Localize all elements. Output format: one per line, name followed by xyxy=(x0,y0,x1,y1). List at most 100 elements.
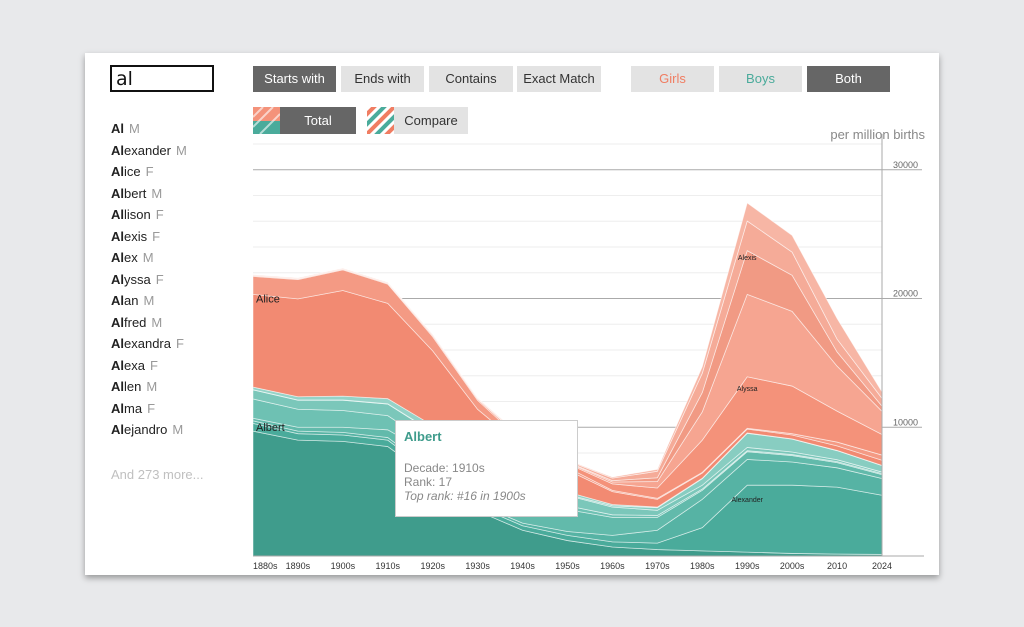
name-prefix: Al xyxy=(111,314,124,330)
name-sex: F xyxy=(155,271,164,287)
name-sex: F xyxy=(145,164,154,179)
name-sex: M xyxy=(151,185,163,201)
name-list-item[interactable]: Alan M xyxy=(111,293,187,315)
ends-with-button[interactable]: Ends with xyxy=(341,66,424,92)
name-sex: F xyxy=(152,228,161,244)
name-list-item[interactable]: Alfred M xyxy=(111,315,187,337)
x-tick-label: 1900s xyxy=(331,561,356,571)
y-tick-label: 30000 xyxy=(893,160,918,170)
x-tick-label: 1920s xyxy=(420,561,445,571)
x-tick-label: 1970s xyxy=(645,561,670,571)
name-list-item[interactable]: Alexandra F xyxy=(111,336,187,358)
name-prefix: Al xyxy=(111,142,124,158)
x-tick-label: 2010 xyxy=(827,561,847,571)
name-sex: M xyxy=(129,121,140,136)
name-list-item[interactable]: Allison F xyxy=(111,207,187,229)
total-swatch-icon[interactable] xyxy=(253,107,280,134)
search-input[interactable] xyxy=(110,65,214,92)
name-list-item[interactable]: Alma F xyxy=(111,401,187,423)
area-label: Albert xyxy=(256,422,285,434)
x-tick-label: 1890s xyxy=(286,561,311,571)
name-sex: M xyxy=(142,250,154,265)
x-tick-label: 1990s xyxy=(735,561,760,571)
y-tick-label: 10000 xyxy=(893,417,918,427)
x-tick-label: 1950s xyxy=(555,561,580,571)
x-tick-label: 1980s xyxy=(690,561,715,571)
name-prefix: Al xyxy=(111,121,124,136)
name-rest: ex xyxy=(124,250,138,265)
tooltip-top-rank: Top rank: #16 in 1900s xyxy=(404,489,526,503)
name-prefix: Al xyxy=(111,228,124,244)
exact-match-button[interactable]: Exact Match xyxy=(517,66,601,92)
x-tick-label: 1940s xyxy=(510,561,535,571)
name-rest: exa xyxy=(124,357,145,373)
name-prefix: Al xyxy=(111,250,124,265)
name-sex: F xyxy=(155,207,164,222)
starts-with-button[interactable]: Starts with xyxy=(253,66,336,92)
compare-swatch-icon[interactable] xyxy=(367,107,394,134)
x-tick-label: 2000s xyxy=(780,561,805,571)
name-prefix: Al xyxy=(111,164,124,179)
area-label: Alexis xyxy=(738,255,757,262)
name-rest: an xyxy=(124,293,139,308)
name-prefix: Al xyxy=(111,293,124,308)
name-sex: M xyxy=(151,314,163,330)
name-prefix: Al xyxy=(111,379,124,394)
name-sex: M xyxy=(172,422,184,437)
tooltip-name: Albert xyxy=(404,429,442,444)
name-list-item[interactable]: Alice F xyxy=(111,164,187,186)
name-rest: len xyxy=(124,379,142,394)
name-list-item[interactable]: Allen M xyxy=(111,379,187,401)
name-sex: F xyxy=(147,400,156,416)
name-list-item[interactable]: Alyssa F xyxy=(111,272,187,294)
girls-button[interactable]: Girls xyxy=(631,66,714,92)
name-list-item[interactable]: Alexis F xyxy=(111,229,187,251)
name-list-item[interactable]: Alexander M xyxy=(111,143,187,165)
name-sex: F xyxy=(149,357,158,373)
name-rest: exander xyxy=(124,142,171,158)
both-button[interactable]: Both xyxy=(807,66,890,92)
x-tick-label: 1910s xyxy=(376,561,401,571)
name-list-item[interactable]: Alejandro M xyxy=(111,422,187,444)
name-sex: F xyxy=(175,336,184,351)
x-tick-label: 1880s xyxy=(253,561,278,571)
name-rest: ice xyxy=(124,164,141,179)
name-prefix: Al xyxy=(111,422,124,437)
x-tick-label: 1960s xyxy=(600,561,625,571)
name-sex: M xyxy=(146,379,158,394)
name-list-item[interactable]: Alex M xyxy=(111,250,187,272)
x-tick-label: 2024 xyxy=(872,561,892,571)
name-rest: exandra xyxy=(124,336,171,351)
name-prefix: Al xyxy=(111,271,124,287)
name-rest: exis xyxy=(124,228,148,244)
unit-label: per million births xyxy=(830,127,925,142)
stacked-area-chart: 10000 20000 30000 1880s 1890s 1900s 1910s 1920s… xyxy=(252,134,924,571)
name-list-item[interactable]: Albert M xyxy=(111,186,187,208)
name-rest: yssa xyxy=(124,271,151,287)
boys-button[interactable]: Boys xyxy=(719,66,802,92)
name-prefix: Al xyxy=(111,336,124,351)
name-prefix: Al xyxy=(111,207,124,222)
name-rest: ejandro xyxy=(124,422,168,437)
tooltip-decade: Decade: 1910s xyxy=(404,461,485,475)
app-card: Starts with Ends with Contains Exact Mat… xyxy=(85,53,939,575)
name-rest: bert xyxy=(124,185,147,201)
name-list-item[interactable]: Al M xyxy=(111,121,187,143)
area-label: Alyssa xyxy=(737,386,758,393)
name-list: Al M Alexander M Alice F Albert M Allison F Alexis… xyxy=(111,121,187,444)
tooltip: Albert Decade: 1910s Rank: 17 Top rank: … xyxy=(395,420,578,517)
contains-button[interactable]: Contains xyxy=(429,66,513,92)
name-rest: ma xyxy=(124,400,143,416)
name-rest: fred xyxy=(124,314,147,330)
area-label: Alice xyxy=(256,293,280,305)
name-rest: lison xyxy=(124,207,151,222)
name-list-item[interactable]: Alexa F xyxy=(111,358,187,380)
more-names-link[interactable]: And 273 more... xyxy=(111,467,204,482)
tooltip-rank: Rank: 17 xyxy=(404,475,453,489)
name-prefix: Al xyxy=(111,357,124,373)
total-button[interactable]: Total xyxy=(280,107,356,134)
name-sex: M xyxy=(143,293,155,308)
name-sex: M xyxy=(175,142,187,158)
name-prefix: Al xyxy=(111,400,124,416)
compare-button[interactable]: Compare xyxy=(394,107,468,134)
